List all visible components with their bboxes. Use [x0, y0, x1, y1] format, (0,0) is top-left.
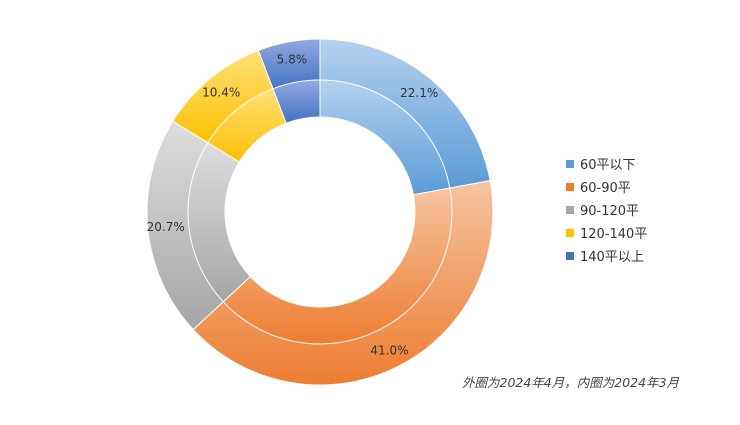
data-label-1: 41.0% [370, 344, 408, 358]
legend-swatch [566, 228, 574, 237]
inner-ring-slice-1 [222, 187, 453, 345]
legend-label: 60平以下 [580, 158, 636, 173]
legend-label: 140平以上 [580, 250, 644, 265]
legend-item-2: 90-120平 [566, 198, 647, 221]
legend-swatch [566, 182, 574, 191]
data-label-2: 20.7% [147, 220, 185, 234]
legend-item-3: 120-140平 [566, 221, 647, 244]
legend-item-1: 60-90平 [566, 175, 647, 198]
chart-legend: 60平以下 60-90平 90-120平 120-140平 140平以上 [566, 152, 647, 267]
data-label-0: 22.1% [400, 86, 438, 100]
legend-item-4: 140平以上 [566, 244, 647, 267]
legend-label: 60-90平 [580, 181, 631, 196]
legend-item-0: 60平以下 [566, 152, 647, 175]
inner-ring-slice-4 [272, 79, 321, 124]
data-label-4: 5.8% [277, 53, 308, 67]
data-label-3: 10.4% [202, 86, 240, 100]
legend-swatch [566, 251, 574, 260]
legend-swatch [566, 159, 574, 168]
chart-note: 外圈为2024年4月，内圈为2024年3月 [462, 375, 680, 390]
legend-swatch [566, 205, 574, 214]
legend-label: 90-120平 [580, 204, 640, 219]
legend-label: 120-140平 [580, 227, 648, 242]
